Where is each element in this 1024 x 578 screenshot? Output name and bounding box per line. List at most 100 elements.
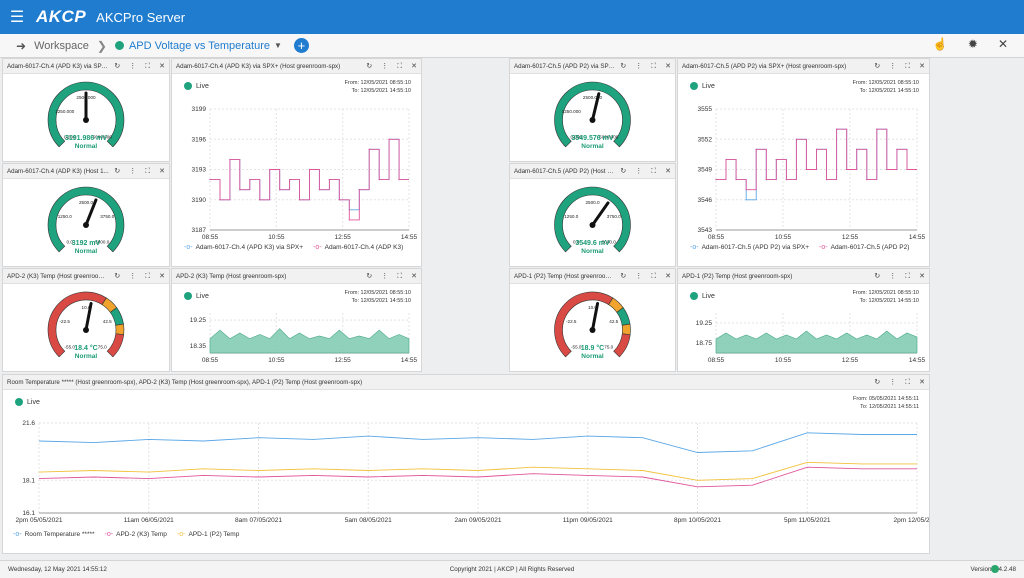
close-icon[interactable]: ✕ xyxy=(159,273,165,280)
more-vert-icon[interactable]: ⋮ xyxy=(635,168,643,175)
time-range-from: From: 12/05/2021 08:55:10 xyxy=(852,290,919,296)
add-widget-button[interactable]: + xyxy=(293,38,309,53)
gauge-tick-label: 10.0 xyxy=(588,305,597,310)
fullscreen-icon[interactable]: ⛶ xyxy=(651,63,657,70)
refresh-icon[interactable]: ↻ xyxy=(366,273,373,280)
x-tick-label: 12:55 xyxy=(335,357,352,364)
refresh-icon[interactable]: ↻ xyxy=(874,273,881,280)
more-vert-icon[interactable]: ⋮ xyxy=(381,273,389,280)
panel-header: Adam-6017-Ch.4 (APD K3) via SPX+ (Host g… xyxy=(3,59,169,74)
close-icon[interactable]: ✕ xyxy=(919,379,925,386)
breadcrumb-dashboard[interactable]: APD Voltage vs Temperature xyxy=(128,39,270,52)
chart-panel: APD-2 (K3) Temp (Host greenroom-spx) ↻ ⋮ ⛶ ✕… xyxy=(171,268,422,372)
refresh-icon[interactable]: ↻ xyxy=(620,63,627,70)
fullscreen-icon[interactable]: ⛶ xyxy=(145,168,151,175)
more-vert-icon[interactable]: ⋮ xyxy=(129,168,137,175)
legend-marker-icon: -o- xyxy=(313,244,322,251)
panel-controls: ↻ ⋮ ⛶ ✕ xyxy=(620,269,671,283)
fullscreen-icon[interactable]: ⛶ xyxy=(905,63,911,70)
touch-mode-icon[interactable]: ☝ xyxy=(932,37,948,51)
data-point xyxy=(735,178,737,181)
legend-item[interactable]: -o- Room Temperature ***** xyxy=(13,531,95,538)
more-vert-icon[interactable]: ⋮ xyxy=(889,63,897,70)
time-range-from: From: 12/05/2021 08:55:10 xyxy=(344,290,411,296)
more-vert-icon[interactable]: ⋮ xyxy=(889,273,897,280)
live-dot-icon xyxy=(690,82,698,90)
dashboard-dropdown-chevron-icon[interactable]: ▼ xyxy=(274,41,282,50)
legend-item[interactable]: -o- Adam-6017-Ch.5 (APD P2) via SPX+ xyxy=(690,244,809,251)
gauge-tick-label: 42.5 xyxy=(609,319,618,324)
breadcrumb-toolbar: ➜ Workspace ❯ APD Voltage vs Temperature… xyxy=(0,34,1024,58)
data-point xyxy=(249,178,251,181)
more-vert-icon[interactable]: ⋮ xyxy=(129,63,137,70)
legend-item[interactable]: -o- Adam-6017-Ch.5 (APD P2) xyxy=(819,244,909,251)
gauge-status: Normal xyxy=(74,143,98,150)
gauge-hub xyxy=(83,327,89,333)
fullscreen-icon[interactable]: ⛶ xyxy=(651,168,657,175)
fullscreen-icon[interactable]: ⛶ xyxy=(397,273,403,280)
more-vert-icon[interactable]: ⋮ xyxy=(889,379,897,386)
fullscreen-icon[interactable]: ⛶ xyxy=(651,273,657,280)
legend-label: Adam-6017-Ch.4 (ADP K3) xyxy=(324,244,404,251)
legend-item[interactable]: -o- APD-1 (P2) Temp xyxy=(177,531,239,538)
refresh-icon[interactable]: ↻ xyxy=(114,168,121,175)
refresh-icon[interactable]: ↻ xyxy=(874,63,881,70)
y-tick-label: 18.75 xyxy=(696,340,713,347)
data-point xyxy=(805,168,808,171)
fullscreen-icon[interactable]: ⛶ xyxy=(145,273,151,280)
refresh-icon[interactable]: ↻ xyxy=(620,168,627,175)
fullscreen-icon[interactable]: ⛶ xyxy=(905,379,911,386)
breadcrumb-workspace[interactable]: Workspace xyxy=(34,39,89,52)
close-icon[interactable]: ✕ xyxy=(665,168,671,175)
close-icon[interactable]: ✕ xyxy=(665,273,671,280)
refresh-icon[interactable]: ↻ xyxy=(114,273,121,280)
gauge-value: 3549.6 mV xyxy=(575,240,610,247)
time-range-from: From: 05/05/2021 14:55:11 xyxy=(853,396,919,402)
chart-legend: -o- Adam-6017-Ch.5 (APD P2) via SPX+ -o- Ad… xyxy=(690,244,909,251)
close-icon[interactable]: ✕ xyxy=(665,63,671,70)
data-point xyxy=(715,178,717,181)
more-vert-icon[interactable]: ⋮ xyxy=(635,273,643,280)
more-vert-icon[interactable]: ⋮ xyxy=(635,63,643,70)
close-icon[interactable]: ✕ xyxy=(919,63,925,70)
data-point xyxy=(269,168,271,171)
refresh-icon[interactable]: ↻ xyxy=(620,273,627,280)
legend-item[interactable]: -o- Adam-6017-Ch.4 (ADP K3) xyxy=(313,244,403,251)
time-range-to: To: 12/05/2021 14:55:10 xyxy=(351,298,411,304)
legend-marker-icon: -o- xyxy=(690,244,699,251)
close-icon[interactable]: ✕ xyxy=(159,168,165,175)
gauge-value: 18.9 °C xyxy=(580,345,605,352)
legend-item[interactable]: -o- APD-2 (K3) Temp xyxy=(105,531,167,538)
panel-header: Adam-6017-Ch.5 (APD P2) via SPX+ (Host g… xyxy=(510,59,675,74)
gauge-tick-label: 1250.0 xyxy=(564,214,578,219)
hamburger-menu-icon[interactable]: ☰ xyxy=(9,9,25,26)
close-icon[interactable]: ✕ xyxy=(411,273,417,280)
more-vert-icon[interactable]: ⋮ xyxy=(381,63,389,70)
data-point xyxy=(856,148,858,150)
gauge-tick-label: 5000.000 xyxy=(599,134,619,139)
legend-label: Room Temperature ***** xyxy=(24,531,95,538)
data-point xyxy=(239,189,241,191)
x-tick-label: 08:55 xyxy=(202,357,219,364)
data-point xyxy=(775,158,777,161)
gauge-tick-label: 5000.000 xyxy=(93,134,113,139)
fullscreen-icon[interactable]: ⛶ xyxy=(905,273,911,280)
gauge-tick-label: 75.0 xyxy=(604,344,613,349)
close-icon[interactable]: ✕ xyxy=(997,37,1008,51)
legend-item[interactable]: -o- Adam-6017-Ch.4 (APD K3) via SPX+ xyxy=(184,244,303,251)
close-icon[interactable]: ✕ xyxy=(411,63,417,70)
gauge-panel: Adam-6017-Ch.5 (APD P2) via SPX+ (Host g… xyxy=(509,58,676,162)
bug-icon[interactable]: ✹ xyxy=(967,37,978,51)
fullscreen-icon[interactable]: ⛶ xyxy=(397,63,403,70)
fullscreen-icon[interactable]: ⛶ xyxy=(145,63,151,70)
refresh-icon[interactable]: ↻ xyxy=(114,63,121,70)
close-icon[interactable]: ✕ xyxy=(919,273,925,280)
workspace-arrow-icon[interactable]: ➜ xyxy=(16,38,27,53)
refresh-icon[interactable]: ↻ xyxy=(874,379,881,386)
refresh-icon[interactable]: ↻ xyxy=(366,63,373,70)
chart-legend: -o- Room Temperature ***** -o- APD-2 (K3) T… xyxy=(13,531,239,538)
gauge-tick-label: 1250.000 xyxy=(55,109,75,114)
more-vert-icon[interactable]: ⋮ xyxy=(129,273,137,280)
time-range-from: From: 12/05/2021 08:55:10 xyxy=(852,80,919,86)
close-icon[interactable]: ✕ xyxy=(159,63,165,70)
